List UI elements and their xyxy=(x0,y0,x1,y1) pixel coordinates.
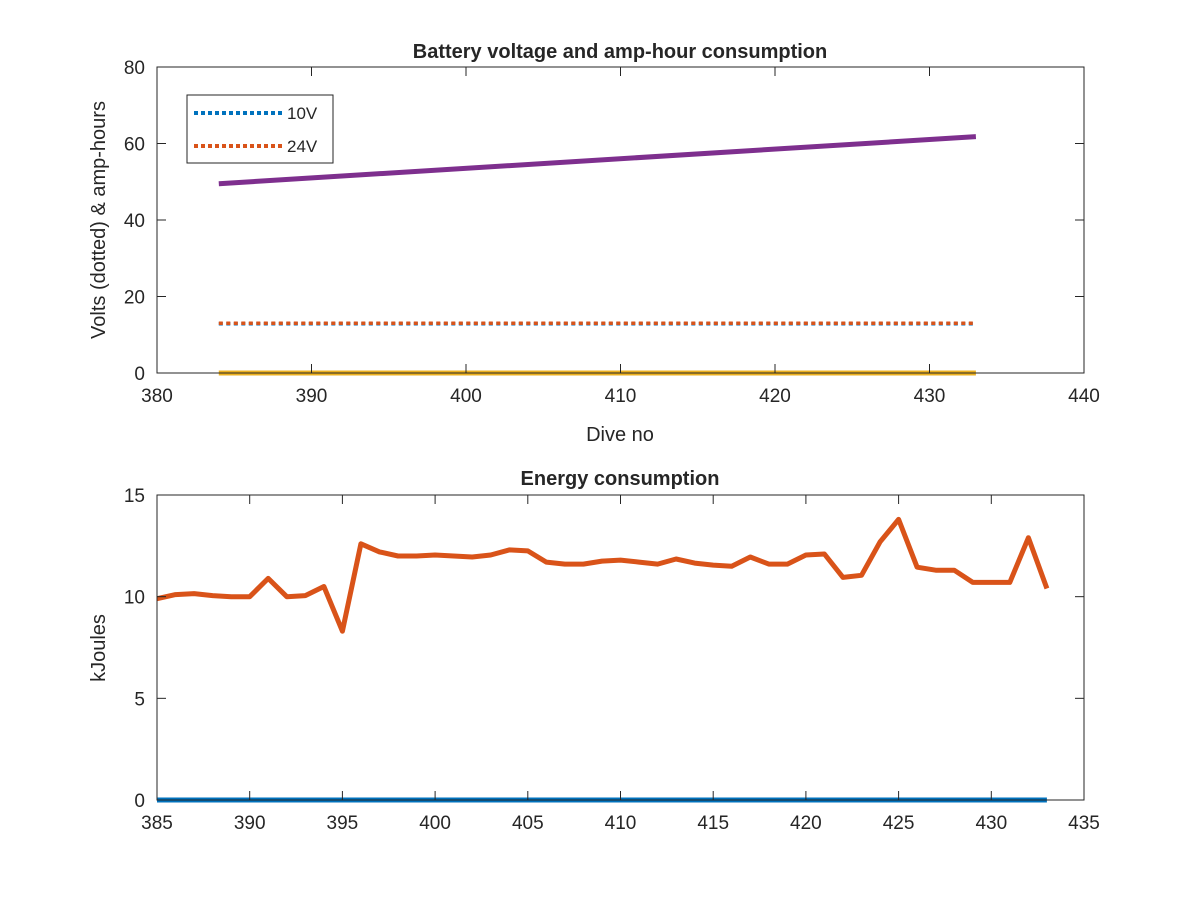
voltage-chart-ylabel: Volts (dotted) & amp-hours xyxy=(88,101,110,339)
energy-chart-xtick-label: 385 xyxy=(141,813,173,834)
energy-chart-xtick-label: 390 xyxy=(234,813,266,834)
energy-chart-xtick-label: 395 xyxy=(327,813,359,834)
voltage-chart-ytick-label: 40 xyxy=(124,211,145,232)
voltage-chart-ytick-label: 80 xyxy=(124,58,145,79)
energy-chart-ytick-label: 10 xyxy=(124,588,145,609)
voltage-chart-title: Battery voltage and amp-hour consumption xyxy=(413,41,827,63)
energy-chart-ticks: 385 390 395 400 405 410 415 420 425 430 435 0 5 10 15 xyxy=(124,486,1100,834)
legend-label-24v: 24V xyxy=(287,137,318,156)
legend-box xyxy=(186,94,334,164)
voltage-chart-ticks: 380 390 400 410 420 430 440 0 20 40 60 80 xyxy=(124,58,1100,407)
energy-chart-xtick-label: 400 xyxy=(419,813,451,834)
voltage-chart-series-3-line xyxy=(218,134,977,187)
voltage-chart-ytick-label: 60 xyxy=(124,135,145,156)
voltage-chart-xtick-label: 440 xyxy=(1068,386,1100,407)
legend: 10V 24V xyxy=(186,94,334,164)
energy-chart: Energy consumption kJoules 385 390 395 400 4… xyxy=(88,468,1100,834)
energy-chart-ytick-label: 5 xyxy=(134,689,145,710)
energy-chart-xtick-label: 415 xyxy=(697,813,729,834)
voltage-chart-xtick-label: 390 xyxy=(296,386,328,407)
voltage-chart-xtick-label: 430 xyxy=(914,386,946,407)
voltage-chart-xlabel: Dive no xyxy=(586,424,654,446)
voltage-chart-xtick-label: 400 xyxy=(450,386,482,407)
energy-chart-xtick-label: 425 xyxy=(883,813,915,834)
energy-chart-ytick-label: 15 xyxy=(124,486,145,507)
energy-chart-xtick-label: 435 xyxy=(1068,813,1100,834)
voltage-chart-ytick-label: 0 xyxy=(134,364,145,385)
voltage-chart-xtick-label: 380 xyxy=(141,386,173,407)
energy-chart-ytick-label: 0 xyxy=(134,791,145,812)
voltage-chart: Battery voltage and amp-hour consumption… xyxy=(88,41,1100,446)
energy-chart-xtick-label: 405 xyxy=(512,813,544,834)
energy-chart-background xyxy=(157,495,1084,800)
energy-chart-series-1-line xyxy=(156,516,1050,634)
energy-chart-title: Energy consumption xyxy=(521,468,720,490)
energy-chart-xtick-label: 420 xyxy=(790,813,822,834)
energy-chart-plot-area: 385 390 395 400 405 410 415 420 425 430 435 0 5 10 15 xyxy=(124,486,1100,834)
voltage-chart-plot-area: 380 390 400 410 420 430 440 0 20 40 60 80 xyxy=(124,58,1100,407)
energy-chart-ylabel: kJoules xyxy=(88,614,110,682)
energy-chart-xtick-label: 410 xyxy=(605,813,637,834)
voltage-chart-ytick-label: 20 xyxy=(124,288,145,309)
voltage-chart-xtick-label: 420 xyxy=(759,386,791,407)
legend-label-10v: 10V xyxy=(287,104,318,123)
voltage-chart-xtick-label: 410 xyxy=(605,386,637,407)
energy-chart-xtick-label: 430 xyxy=(975,813,1007,834)
